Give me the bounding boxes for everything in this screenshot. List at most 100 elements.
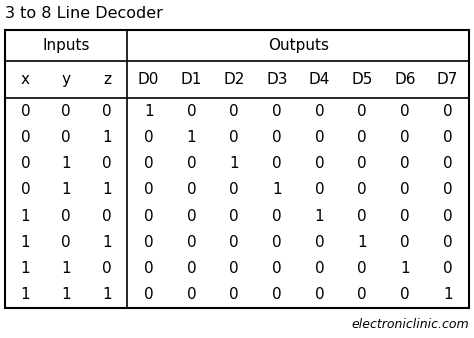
Text: 0: 0 <box>315 183 324 197</box>
Text: 1: 1 <box>102 235 112 250</box>
Text: 0: 0 <box>229 287 239 303</box>
Text: 0: 0 <box>20 130 30 145</box>
Text: 0: 0 <box>443 209 453 224</box>
Text: 1: 1 <box>20 261 30 276</box>
Text: x: x <box>21 72 30 87</box>
Text: D5: D5 <box>352 72 373 87</box>
Text: 1: 1 <box>102 130 112 145</box>
Text: D2: D2 <box>223 72 245 87</box>
Text: 0: 0 <box>144 156 154 171</box>
Text: y: y <box>62 72 71 87</box>
Text: 0: 0 <box>229 130 239 145</box>
Text: 0: 0 <box>102 156 112 171</box>
Text: 0: 0 <box>315 235 324 250</box>
Text: 0: 0 <box>187 261 196 276</box>
Text: 0: 0 <box>272 209 282 224</box>
Text: 0: 0 <box>272 156 282 171</box>
Text: 1: 1 <box>272 183 282 197</box>
Text: 0: 0 <box>20 183 30 197</box>
Text: Inputs: Inputs <box>42 38 90 53</box>
Text: 0: 0 <box>315 104 324 119</box>
Text: 1: 1 <box>357 235 367 250</box>
Text: 0: 0 <box>229 235 239 250</box>
Text: 0: 0 <box>102 104 112 119</box>
Text: 1: 1 <box>102 287 112 303</box>
Text: 1: 1 <box>61 156 71 171</box>
Text: 1: 1 <box>400 261 410 276</box>
Text: 0: 0 <box>187 104 196 119</box>
Text: D6: D6 <box>394 72 416 87</box>
Text: 0: 0 <box>315 287 324 303</box>
Text: 0: 0 <box>187 156 196 171</box>
Text: D4: D4 <box>309 72 330 87</box>
Text: 0: 0 <box>400 104 410 119</box>
Text: 0: 0 <box>443 156 453 171</box>
Text: 0: 0 <box>272 287 282 303</box>
Text: 0: 0 <box>400 235 410 250</box>
Text: 0: 0 <box>187 209 196 224</box>
Text: 0: 0 <box>357 261 367 276</box>
Text: 0: 0 <box>187 235 196 250</box>
Text: 0: 0 <box>357 130 367 145</box>
Text: 0: 0 <box>400 156 410 171</box>
Text: 0: 0 <box>187 287 196 303</box>
Text: 0: 0 <box>61 235 71 250</box>
Text: 0: 0 <box>315 130 324 145</box>
Text: 0: 0 <box>102 209 112 224</box>
Text: D7: D7 <box>437 72 458 87</box>
Text: 0: 0 <box>315 261 324 276</box>
Text: 1: 1 <box>187 130 196 145</box>
Text: 0: 0 <box>272 104 282 119</box>
Text: 0: 0 <box>400 183 410 197</box>
Text: 0: 0 <box>187 183 196 197</box>
Text: 0: 0 <box>229 261 239 276</box>
Text: 1: 1 <box>102 183 112 197</box>
Text: 0: 0 <box>144 209 154 224</box>
Text: 0: 0 <box>102 261 112 276</box>
Text: D3: D3 <box>266 72 288 87</box>
Text: 1: 1 <box>443 287 453 303</box>
Text: 0: 0 <box>357 183 367 197</box>
Text: 0: 0 <box>20 104 30 119</box>
Text: 0: 0 <box>272 261 282 276</box>
Text: 0: 0 <box>315 156 324 171</box>
Text: 0: 0 <box>61 209 71 224</box>
Text: 1: 1 <box>315 209 324 224</box>
Text: 0: 0 <box>400 287 410 303</box>
Bar <box>5 30 469 308</box>
Text: D0: D0 <box>138 72 159 87</box>
Text: 0: 0 <box>144 130 154 145</box>
Text: 0: 0 <box>144 183 154 197</box>
Text: 0: 0 <box>144 261 154 276</box>
Text: 1: 1 <box>61 287 71 303</box>
Text: 1: 1 <box>61 261 71 276</box>
Text: 0: 0 <box>144 287 154 303</box>
Text: 0: 0 <box>443 183 453 197</box>
Text: 0: 0 <box>20 156 30 171</box>
Text: 0: 0 <box>443 104 453 119</box>
Text: Outputs: Outputs <box>268 38 328 53</box>
Text: D1: D1 <box>181 72 202 87</box>
Text: 1: 1 <box>20 287 30 303</box>
Text: 0: 0 <box>229 104 239 119</box>
Text: 0: 0 <box>443 261 453 276</box>
Text: 0: 0 <box>400 209 410 224</box>
Text: 0: 0 <box>357 209 367 224</box>
Text: electroniclinic.com: electroniclinic.com <box>351 318 469 332</box>
Text: 0: 0 <box>357 104 367 119</box>
Text: 0: 0 <box>272 130 282 145</box>
Text: 0: 0 <box>400 130 410 145</box>
Text: z: z <box>103 72 111 87</box>
Text: 3 to 8 Line Decoder: 3 to 8 Line Decoder <box>5 6 163 22</box>
Text: 0: 0 <box>144 235 154 250</box>
Text: 1: 1 <box>229 156 239 171</box>
Text: 0: 0 <box>443 235 453 250</box>
Text: 0: 0 <box>229 209 239 224</box>
Text: 0: 0 <box>61 130 71 145</box>
Text: 1: 1 <box>20 209 30 224</box>
Text: 0: 0 <box>61 104 71 119</box>
Text: 1: 1 <box>61 183 71 197</box>
Text: 0: 0 <box>229 183 239 197</box>
Text: 0: 0 <box>357 156 367 171</box>
Text: 1: 1 <box>20 235 30 250</box>
